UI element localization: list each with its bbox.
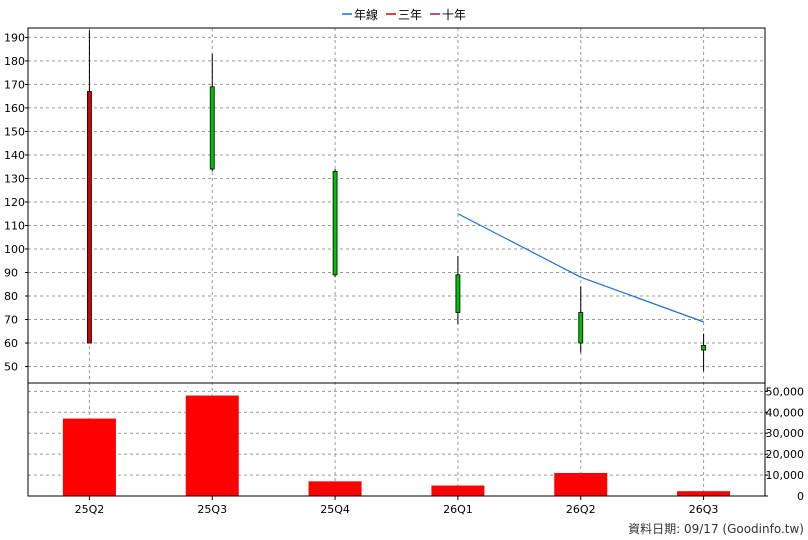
price-tick-label: 110 [4, 219, 25, 232]
plot-frame [27, 27, 766, 497]
grid-lines [28, 28, 765, 496]
volume-tick-label: 10,000 [766, 469, 805, 482]
legend-label: 年線 [354, 7, 378, 22]
chart-legend: 年線 三年 十年 [342, 7, 466, 22]
candle-body-26Q1 [455, 274, 461, 313]
volume-bar-26Q3 [677, 491, 731, 496]
price-tick-label: 90 [4, 267, 18, 280]
price-tick-label: 120 [4, 196, 25, 209]
volume-tick-label: 50,000 [766, 385, 805, 398]
price-tick-label: 180 [4, 55, 25, 68]
footer-source: 資料日期: 09/17 (Goodinfo.tw) [628, 522, 804, 536]
volume-bar-26Q1 [431, 485, 485, 496]
series-line-annual [457, 213, 704, 323]
category-label: 26Q3 [689, 503, 719, 516]
legend-label: 三年 [398, 8, 422, 22]
price-tick-label: 140 [4, 149, 25, 162]
volume-bar-25Q2 [62, 418, 116, 496]
candle-body-25Q2 [87, 91, 92, 344]
volume-tick-label: 40,000 [766, 406, 805, 419]
volume-bars [62, 395, 731, 496]
category-label: 25Q4 [320, 503, 350, 516]
price-tick-label: 70 [4, 314, 18, 327]
category-label: 26Q2 [566, 503, 596, 516]
volume-bar-26Q2 [554, 472, 608, 496]
candle-body-26Q3 [701, 344, 706, 351]
volume-tick-label: 0 [797, 490, 804, 503]
volume-bar-25Q3 [185, 395, 239, 496]
price-tick-label: 80 [4, 290, 18, 303]
price-tick-label: 150 [4, 125, 25, 138]
category-label: 25Q2 [75, 503, 105, 516]
price-tick-label: 170 [4, 78, 25, 91]
axes: 50 60 70 80 90 100 110 120 130 140 150 160 170 180 190… [4, 27, 805, 516]
volume-bar-25Q4 [308, 481, 362, 496]
price-tick-label: 60 [4, 337, 18, 350]
category-label: 25Q3 [197, 503, 227, 516]
candles [87, 30, 706, 372]
price-tick-label: 160 [4, 102, 25, 115]
volume-tick-label: 20,000 [766, 448, 805, 461]
category-label: 26Q1 [443, 503, 473, 516]
volume-tick-label: 30,000 [766, 427, 805, 440]
price-tick-label: 130 [4, 172, 25, 185]
price-tick-label: 190 [4, 31, 25, 44]
candle-body-25Q3 [209, 86, 215, 170]
legend-label: 十年 [442, 8, 466, 22]
price-tick-label: 100 [4, 243, 25, 256]
candle-body-25Q4 [332, 171, 338, 276]
series-lines [457, 213, 704, 323]
candle-body-26Q2 [578, 312, 584, 344]
price-tick-label: 50 [4, 361, 18, 374]
